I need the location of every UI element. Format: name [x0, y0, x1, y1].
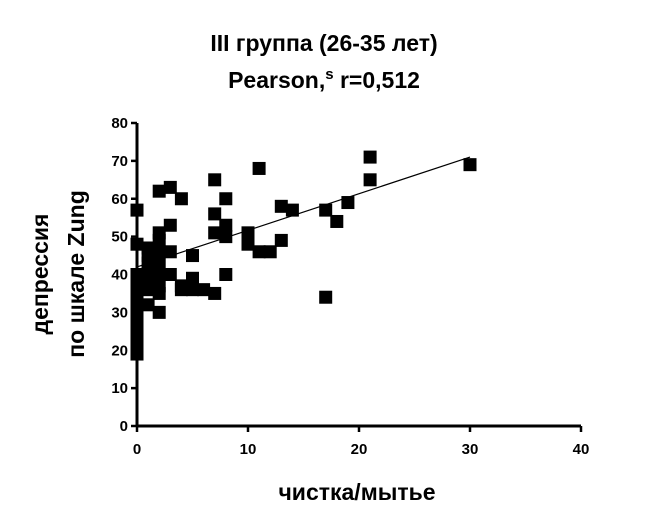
data-point [141, 298, 155, 312]
data-point [130, 290, 144, 304]
x-tick-label: 30 [462, 441, 479, 458]
data-point [186, 283, 199, 297]
data-point [219, 192, 233, 206]
y-tick-label: 10 [111, 380, 128, 397]
subtitle-superscript: s [325, 66, 334, 83]
data-point [152, 184, 166, 198]
data-point [274, 233, 288, 247]
data-point [152, 245, 166, 259]
data-point [274, 199, 288, 213]
data-point [319, 290, 333, 304]
data-point [130, 324, 144, 338]
y-tick-label: 60 [111, 191, 128, 208]
y-tick-label: 30 [111, 304, 128, 321]
data-points [130, 150, 477, 361]
y-tick-label: 70 [111, 153, 128, 170]
data-point [130, 347, 144, 361]
data-point [141, 283, 155, 297]
data-point [330, 214, 344, 228]
subtitle-suffix: r=0,512 [333, 67, 420, 93]
y-tick-label: 40 [111, 267, 128, 284]
data-point [241, 226, 255, 240]
data-point [208, 207, 222, 221]
data-point [241, 237, 255, 251]
data-point [163, 218, 177, 232]
x-tick-label: 10 [240, 441, 257, 458]
x-tick-label: 40 [573, 441, 590, 458]
data-point [208, 226, 222, 240]
data-point [130, 237, 144, 251]
data-point [152, 286, 166, 300]
data-point [174, 283, 188, 297]
data-point [152, 268, 166, 281]
data-point [263, 245, 277, 259]
data-point [208, 286, 222, 300]
data-point [141, 271, 155, 285]
data-point [130, 203, 144, 217]
data-point [319, 203, 333, 217]
chart-subtitle: Pearson,s r=0,512 [0, 66, 648, 94]
data-point [163, 268, 177, 281]
data-point [252, 161, 266, 175]
data-point [130, 275, 144, 289]
data-point [197, 283, 211, 297]
chart-title: III группа (26-35 лет) [210, 30, 438, 56]
x-tick-label: 0 [133, 441, 141, 458]
subtitle-prefix: Pearson, [228, 67, 326, 93]
y-tick-label: 80 [111, 115, 128, 132]
trendline [136, 156, 471, 268]
data-point [174, 192, 188, 206]
trendline-group [136, 156, 471, 268]
data-point [252, 245, 266, 259]
data-point [186, 249, 199, 263]
y-axis-label-line1: депрессия [27, 214, 53, 335]
data-point [463, 158, 477, 172]
data-point [363, 150, 377, 164]
data-point [152, 256, 166, 270]
data-point [163, 180, 177, 194]
data-point [219, 218, 233, 232]
y-tick-label: 0 [120, 418, 128, 435]
data-point [208, 173, 222, 187]
data-point [163, 245, 177, 259]
y-axis-label-line2: по шкале Zung [63, 190, 89, 358]
data-point [341, 196, 355, 210]
axes: 0 10 20 30 40 50 60 70 80 0 10 20 30 40 [111, 115, 589, 458]
x-tick-label: 20 [351, 441, 368, 458]
data-point [219, 230, 233, 244]
y-tick-label: 20 [111, 342, 128, 359]
y-tick-label: 50 [111, 229, 128, 246]
data-point [152, 233, 166, 247]
data-point [363, 173, 377, 187]
data-point [152, 305, 166, 319]
data-point [219, 268, 233, 281]
x-axis-label: чистка/мытье [278, 479, 435, 505]
data-point [285, 203, 299, 217]
